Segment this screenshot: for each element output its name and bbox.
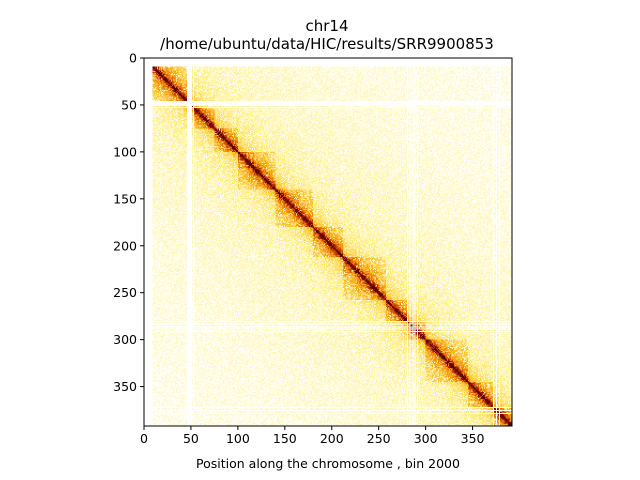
x-tick-label: 150 xyxy=(273,431,297,446)
x-tick-label: 250 xyxy=(367,431,391,446)
y-tick-label: 50 xyxy=(121,97,137,112)
y-axis: 0 50 100 150 200 250 300 350 xyxy=(113,51,144,394)
y-tick-label: 350 xyxy=(113,379,137,394)
x-tick-label: 200 xyxy=(320,431,344,446)
x-tick-label: 300 xyxy=(414,431,438,446)
x-tick-label: 100 xyxy=(226,431,250,446)
chart-title: chr14 xyxy=(305,17,348,35)
y-tick-label: 200 xyxy=(113,238,137,253)
heatmap-matrix xyxy=(144,58,512,426)
x-tick-label: 350 xyxy=(461,431,485,446)
y-tick-label: 0 xyxy=(129,51,137,66)
y-tick-label: 150 xyxy=(113,191,137,206)
y-tick-label: 100 xyxy=(113,144,137,159)
heatmap-image xyxy=(144,58,512,426)
plot-frame xyxy=(143,57,513,427)
x-axis-label: Position along the chromosome , bin 2000 xyxy=(196,456,460,471)
x-tick-label: 50 xyxy=(183,431,199,446)
y-tick-label: 300 xyxy=(113,332,137,347)
x-tick-label: 0 xyxy=(140,431,148,446)
x-axis: 0 50 100 150 200 250 300 350 xyxy=(140,426,485,446)
y-tick-label: 250 xyxy=(113,285,137,300)
chart-subtitle: /home/ubuntu/data/HIC/results/SRR9900853 xyxy=(160,35,494,53)
